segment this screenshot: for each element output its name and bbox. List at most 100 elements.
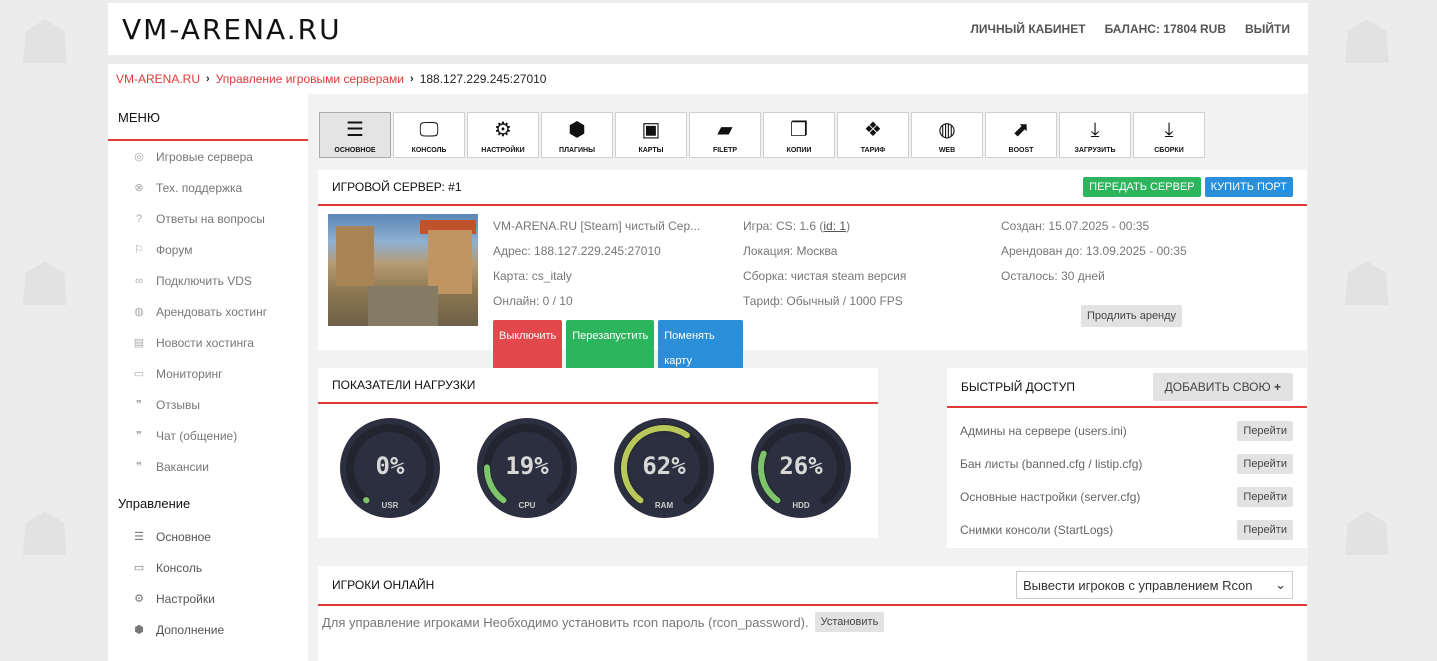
map-screenshot — [328, 214, 478, 326]
question-icon: ? — [135, 212, 143, 225]
sidebar-item-2[interactable]: ⚙ Настройки — [108, 583, 308, 614]
tool-button-0[interactable]: ☰ ОСНОВНОЕ — [319, 112, 391, 158]
background-figure-icon: ☗ — [1340, 501, 1394, 568]
quick-access-label: Основные настройки (server.cfg) — [960, 489, 1141, 504]
tool-button-8[interactable]: ◍ WEB — [911, 112, 983, 158]
sidebar-item-4[interactable]: ∞ Подключить VDS — [108, 265, 308, 296]
globe-icon: ◍ — [134, 306, 144, 318]
sidebar-item-3[interactable]: ⚐ Форум — [108, 234, 308, 265]
sidebar-item-label: Подключить VDS — [156, 273, 252, 288]
server-title: ИГРОВОЙ СЕРВЕР: #1 — [332, 180, 462, 194]
tool-label: ОСНОВНОЕ — [334, 147, 376, 154]
tool-button-1[interactable]: 🖵 КОНСОЛЬ — [393, 112, 465, 158]
server-panel-header: ИГРОВОЙ СЕРВЕР: #1 ПЕРЕДАТЬ СЕРВЕР КУПИТ… — [318, 170, 1307, 206]
chevron-right-icon: › — [206, 73, 210, 85]
sidebar-item-1[interactable]: ▭ Консоль — [108, 552, 308, 583]
players-panel: ИГРОКИ ОНЛАЙН Вывести игроков с управлен… — [318, 566, 1307, 661]
site-logo[interactable]: VM-ARENA.RU — [122, 12, 342, 46]
sidebar-item-7[interactable]: ▭ Мониторинг — [108, 358, 308, 389]
quick-access-title: БЫСТРЫЙ ДОСТУП — [961, 380, 1075, 394]
download-icon: ⤓ — [1090, 119, 1100, 141]
quick-access-item: Снимки консоли (StartLogs) Перейти — [947, 513, 1307, 546]
plus-icon: + — [1273, 380, 1281, 394]
buy-port-button[interactable]: КУПИТЬ ПОРТ — [1204, 177, 1293, 197]
sidebar-item-label: Отзывы — [156, 397, 200, 412]
breadcrumb-section[interactable]: Управление игровыми серверами — [215, 72, 405, 86]
quick-access-go-button[interactable]: Перейти — [1237, 420, 1293, 441]
install-rcon-button[interactable]: Установить — [814, 612, 885, 632]
bars-icon: ☰ — [346, 119, 364, 141]
nav-balance-link[interactable]: БАЛАНС: 17804 RUB — [1104, 22, 1226, 36]
sidebar-item-3[interactable]: ⬢ Дополнение — [108, 614, 308, 645]
gauge-cpu: 19% CPU — [477, 418, 577, 518]
tool-label: СБОРКИ — [1154, 147, 1184, 154]
nav-account-link[interactable]: ЛИЧНЫЙ КАБИНЕТ — [970, 22, 1086, 36]
monitor-icon: ▭ — [133, 562, 145, 574]
bars-icon: ☰ — [134, 531, 144, 543]
server-toolbar: ☰ ОСНОВНОЕ 🖵 КОНСОЛЬ ⚙ НАСТРОЙКИ ⬢ ПЛАГИНЫ ▣ КАРТ… — [319, 112, 1307, 158]
tool-button-9[interactable]: ⬈ BOOST — [985, 112, 1057, 158]
rcon-select[interactable]: Вывести игроков с управлением Rcon ⌄ — [1016, 571, 1293, 599]
players-header: ИГРОКИ ОНЛАЙН Вывести игроков с управлен… — [318, 566, 1307, 606]
image-icon: ▣ — [641, 119, 661, 141]
sidebar-item-8[interactable]: ❞ Отзывы — [108, 389, 308, 420]
sidebar-item-2[interactable]: ? Ответы на вопросы — [108, 203, 308, 234]
quick-access-label: Бан листы (banned.cfg / listip.cfg) — [960, 456, 1143, 471]
players-message-row: Для управление игроками Необходимо устан… — [318, 606, 1307, 638]
server-created: Создан: 15.07.2025 - 00:35 — [1001, 219, 1150, 233]
tool-button-11[interactable]: ⤓ СБОРКИ — [1133, 112, 1205, 158]
sidebar-item-0[interactable]: ◎ Игровые сервера — [108, 141, 308, 172]
tool-button-2[interactable]: ⚙ НАСТРОЙКИ — [467, 112, 539, 158]
tool-label: КАРТЫ — [638, 147, 664, 154]
server-build: Сборка: чистая steam версия — [743, 269, 907, 283]
tool-button-4[interactable]: ▣ КАРТЫ — [615, 112, 687, 158]
server-rented-until: Арендован до: 13.09.2025 - 00:35 — [1001, 244, 1187, 258]
quick-access-item: Админы на сервере (users.ini) Перейти — [947, 414, 1307, 447]
tool-button-5[interactable]: ▰ FILETP — [689, 112, 761, 158]
gear-icon: ⚙ — [134, 593, 144, 605]
sidebar-item-label: Мониторинг — [156, 366, 223, 381]
breadcrumb: VM-ARENA.RU › Управление игровыми сервер… — [108, 64, 1308, 94]
sidebar-manage-menu: ☰ Основное ▭ Консоль ⚙ Настройки ⬢ Дополнение — [108, 521, 308, 645]
quick-access-item: Основные настройки (server.cfg) Перейти — [947, 480, 1307, 513]
chat-icon: ❞ — [136, 430, 142, 442]
sidebar-item-label: Тех. поддержка — [156, 180, 243, 195]
sidebar-item-6[interactable]: ▤ Новости хостинга — [108, 327, 308, 358]
tool-button-7[interactable]: ❖ ТАРИФ — [837, 112, 909, 158]
background-figure-icon: ☗ — [18, 501, 72, 568]
game-id-link[interactable]: id: 1 — [823, 219, 847, 233]
quick-access-go-button[interactable]: Перейти — [1237, 453, 1293, 474]
sidebar-item-9[interactable]: ❞ Чат (общение) — [108, 420, 308, 451]
tool-label: BOOST — [1008, 147, 1034, 154]
gauge-label: RAM — [654, 501, 674, 510]
nav-logout-link[interactable]: ВЫЙТИ — [1245, 22, 1290, 36]
tool-button-3[interactable]: ⬢ ПЛАГИНЫ — [541, 112, 613, 158]
tool-label: FILETP — [712, 147, 738, 154]
sidebar-item-0[interactable]: ☰ Основное — [108, 521, 308, 552]
sidebar-item-5[interactable]: ◍ Арендовать хостинг — [108, 296, 308, 327]
sidebar-item-label: Арендовать хостинг — [156, 304, 268, 319]
tool-label: ПЛАГИНЫ — [559, 147, 595, 154]
quick-access-go-button[interactable]: Перейти — [1237, 519, 1293, 540]
server-tariff: Тариф: Обычный / 1000 FPS — [743, 294, 903, 308]
quick-access-go-button[interactable]: Перейти — [1237, 486, 1293, 507]
breadcrumb-home[interactable]: VM-ARENA.RU — [116, 72, 201, 86]
gauge-value: 62% — [642, 452, 686, 480]
sidebar-item-10[interactable]: ❞ Вакансии — [108, 451, 308, 482]
server-map: Карта: cs_italy — [493, 269, 572, 283]
tool-button-10[interactable]: ⤓ ЗАГРУЗИТЬ — [1059, 112, 1131, 158]
tool-label: ЗАГРУЗИТЬ — [1074, 147, 1116, 154]
gauge-arc — [758, 425, 844, 511]
breadcrumb-current: 188.127.229.245:27010 — [419, 72, 547, 86]
server-details: VM-ARENA.RU [Steam] чистый Сер... Адрес:… — [493, 214, 1297, 378]
sidebar-item-label: Новости хостинга — [156, 335, 254, 350]
transfer-server-button[interactable]: ПЕРЕДАТЬ СЕРВЕР — [1083, 177, 1201, 197]
gauge-value: 19% — [505, 452, 549, 480]
sidebar-item-label: Основное — [156, 529, 211, 544]
add-quick-link-button[interactable]: ДОБАВИТЬ СВОЮ + — [1152, 373, 1293, 401]
tool-button-6[interactable]: ❐ КОПИИ — [763, 112, 835, 158]
gauge-usr: 0% USR — [340, 418, 440, 518]
extend-rent-button[interactable]: Продлить аренду — [1081, 305, 1183, 327]
link-icon: ∞ — [135, 274, 143, 287]
sidebar-item-1[interactable]: ⊗ Тех. поддержка — [108, 172, 308, 203]
